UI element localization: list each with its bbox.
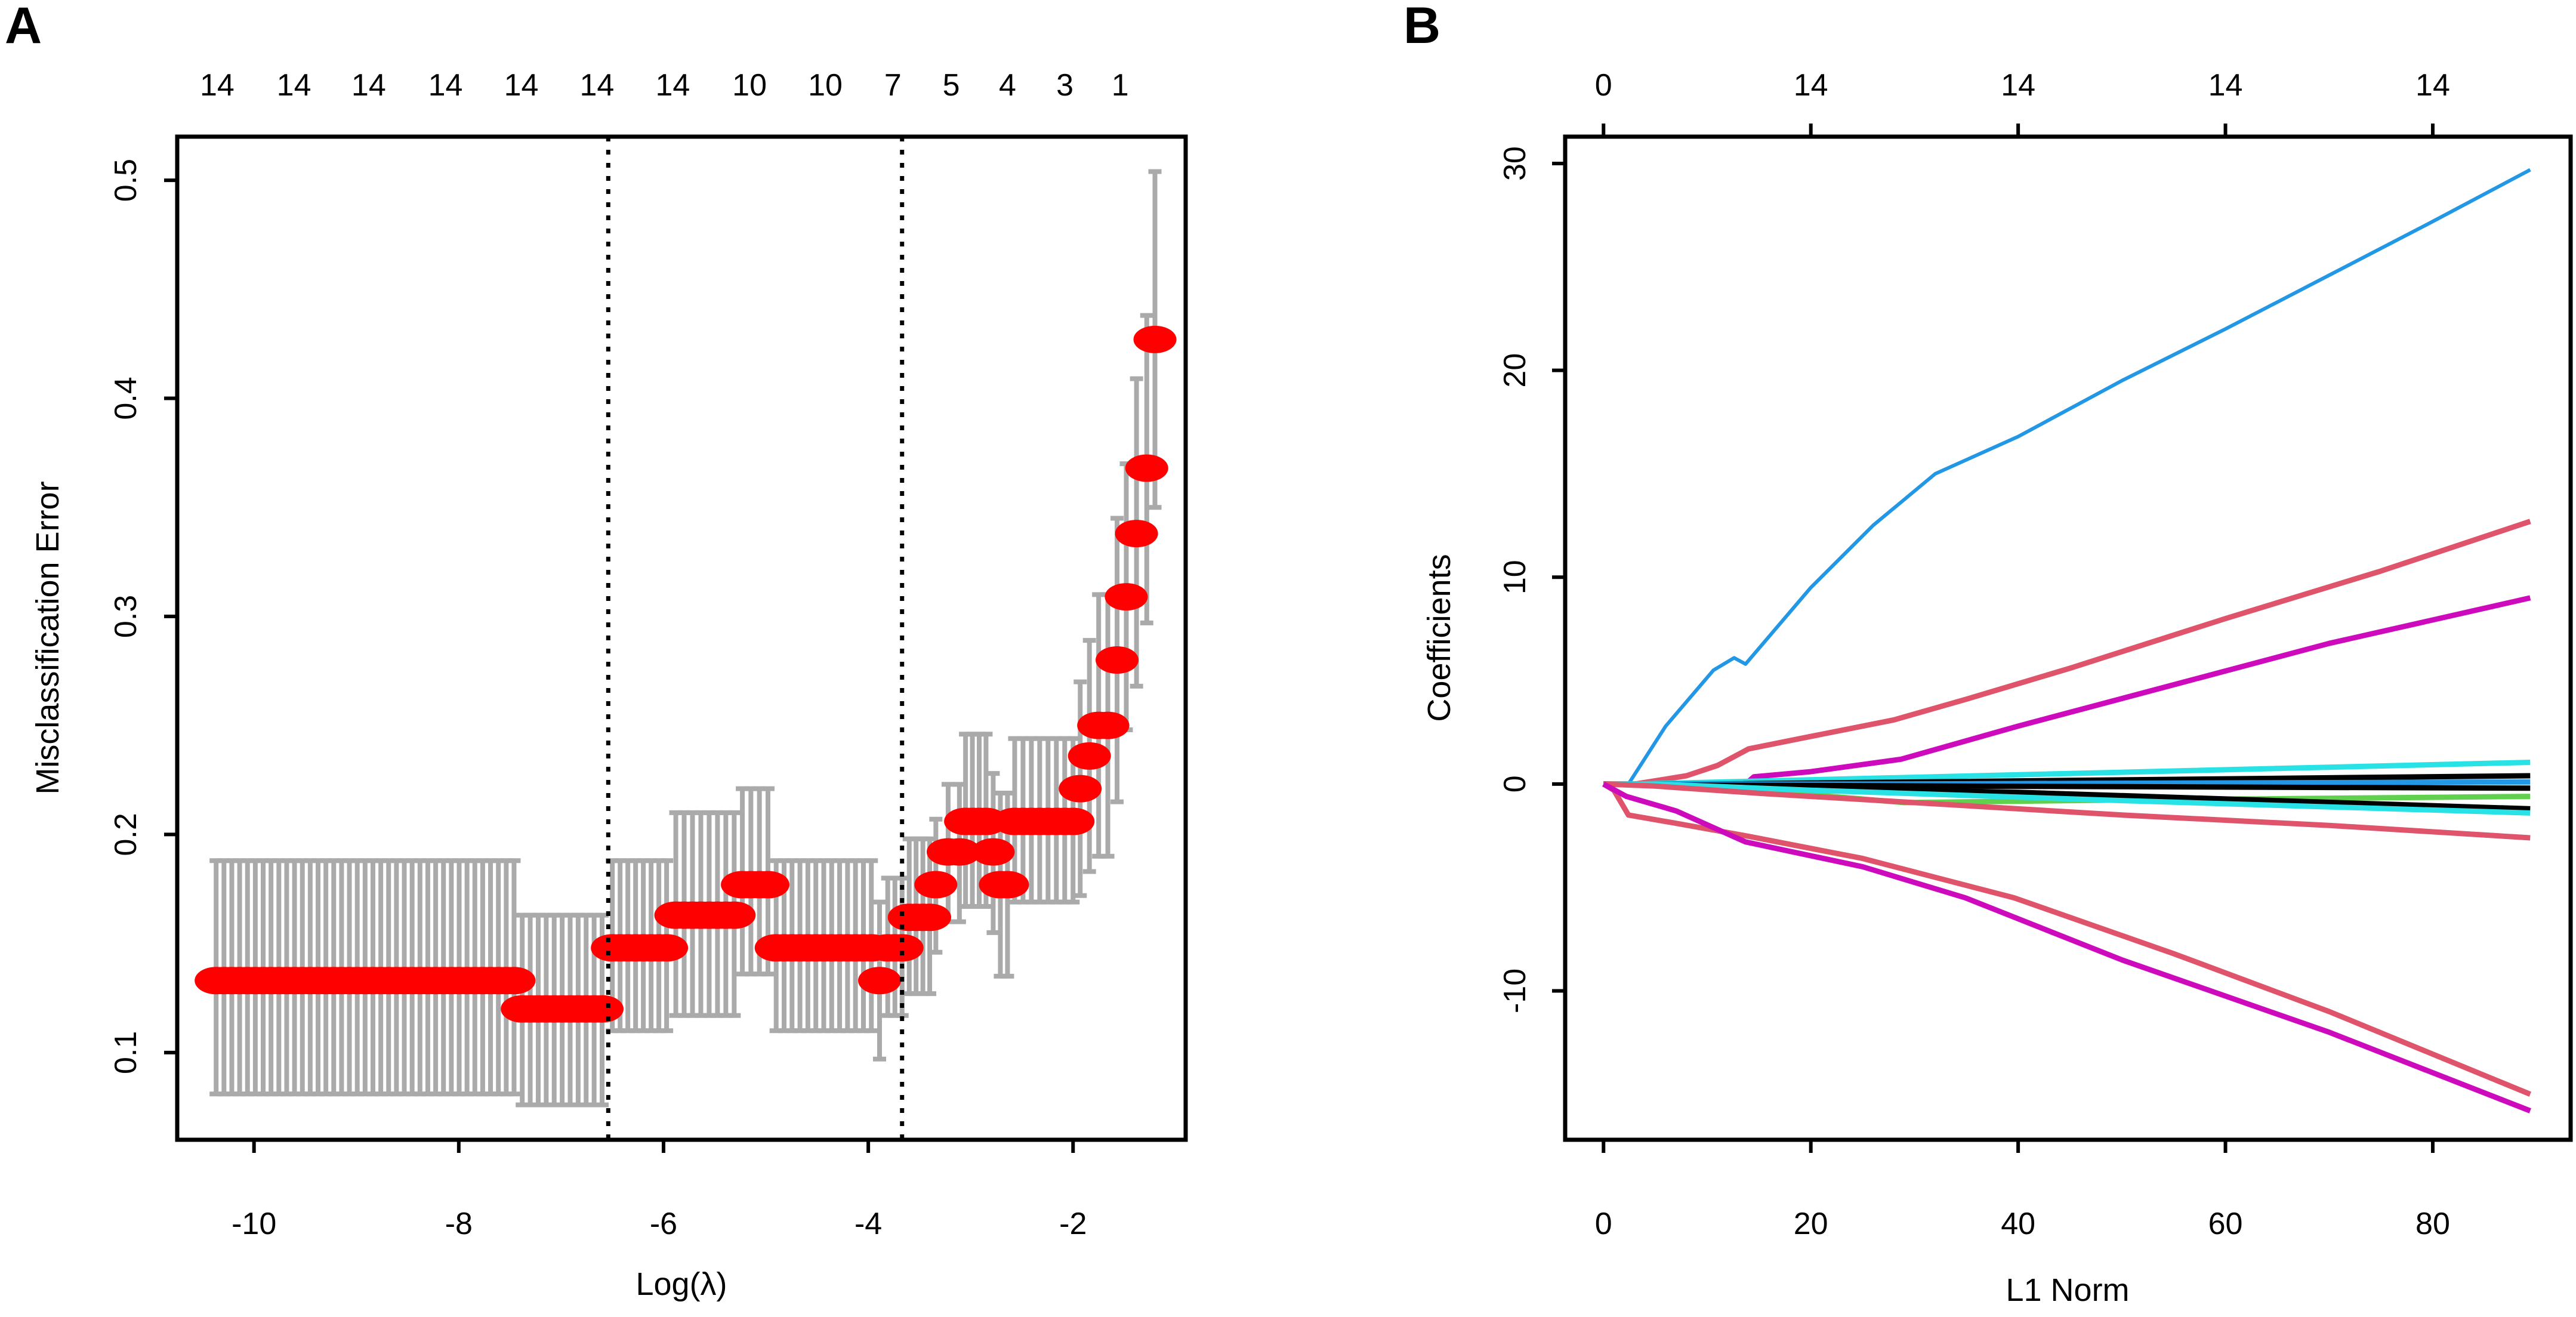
cv-point [986, 871, 1029, 899]
cv-point [1068, 742, 1111, 770]
cv-point [712, 901, 756, 929]
cv-point [1125, 454, 1168, 482]
coef-red-mid [1603, 781, 2531, 841]
panel-a-letter: A [5, 0, 42, 54]
y-tick-label: 10 [1498, 560, 1532, 594]
x-tick-label: 0 [1595, 1207, 1612, 1241]
y-tick-label: 0.1 [109, 1031, 143, 1074]
x-tick-label: 40 [2001, 1207, 2035, 1241]
y-tick-label: -10 [1498, 969, 1532, 1013]
top-axis-label: 14 [351, 68, 386, 103]
cv-point [645, 934, 689, 962]
x-tick-label: -10 [232, 1207, 276, 1241]
top-axis-label: 7 [884, 68, 902, 103]
cv-point [1133, 325, 1177, 353]
top-axis-label: 1 [1112, 68, 1129, 103]
cv-point [1096, 646, 1139, 674]
x-tick-label: 20 [1794, 1207, 1828, 1241]
coef-blue-large [1603, 168, 2531, 786]
top-axis-label: 10 [732, 68, 767, 103]
cv-point [971, 838, 1015, 866]
x-tick-label: -8 [445, 1207, 473, 1241]
y-axis-title-a: Misclassification Error [30, 481, 66, 794]
y-tick-label: 0.5 [109, 159, 143, 202]
top-axis-label: 14 [2001, 68, 2035, 103]
y-axis-title-b: Coefficients [1421, 554, 1457, 721]
cv-points [195, 325, 1177, 1023]
axes-a: -10 -8 -6 -4 -20.10.20.30.40.514 14 14 14 14 14 14… [109, 68, 1129, 1241]
top-axis-label: 14 [655, 68, 690, 103]
top-axis-label: 10 [808, 68, 843, 103]
y-tick-label: 0.2 [109, 813, 143, 856]
cv-point [914, 871, 958, 899]
top-axis-label: 5 [943, 68, 960, 103]
coefficient-paths [1602, 168, 2532, 1114]
cv-point [1059, 775, 1102, 803]
axes-b: 0 20 40 60 80 -10 0 10 20 30 0 14 14 14 14 [1498, 68, 2450, 1241]
coef-red-bottom [1602, 782, 2532, 1097]
cv-point [1051, 807, 1095, 835]
cv-point [1105, 583, 1148, 611]
top-axis-label: 0 [1595, 68, 1612, 103]
y-tick-label: 20 [1498, 353, 1532, 388]
lambda-lines [606, 137, 905, 1140]
top-axis-label: 3 [1056, 68, 1073, 103]
cv-point [880, 934, 924, 962]
x-tick-label: 80 [2415, 1207, 2450, 1241]
top-axis-label: 14 [2415, 68, 2450, 103]
cv-point [581, 995, 624, 1023]
panel-b-letter: B [1403, 0, 1440, 54]
coef-magenta-bottom [1602, 781, 2531, 1114]
cv-point [1115, 520, 1158, 548]
x-tick-label: 60 [2208, 1207, 2243, 1241]
cv-point [492, 967, 536, 995]
plot-frame-b [1563, 134, 2573, 1142]
errorbars [209, 169, 1162, 1108]
coef-red-top [1603, 519, 2531, 787]
plot-frame-a [175, 134, 1188, 1142]
top-axis-label: 14 [580, 68, 615, 103]
y-tick-label: 0.4 [109, 377, 143, 420]
cv-point [937, 838, 981, 866]
top-axis-label: 14 [1794, 68, 1828, 103]
top-axis-label: 4 [999, 68, 1016, 103]
y-tick-label: 0.3 [109, 595, 143, 638]
cv-point [908, 903, 952, 932]
cv-point [1086, 711, 1130, 739]
panel-b-coef-path: 0 20 40 60 80 -10 0 10 20 30 0 14 14 14 14 L1 Norm Coe… [1421, 68, 2573, 1308]
panel-a-cv-plot: -10 -8 -6 -4 -20.10.20.30.40.514 14 14 14 14 14 14… [30, 68, 1188, 1302]
top-axis-label: 14 [504, 68, 539, 103]
x-tick-label: -2 [1059, 1207, 1087, 1241]
x-axis-title-b: L1 Norm [2006, 1272, 2129, 1308]
cv-point [746, 871, 789, 899]
coef-magenta-top [1603, 595, 2531, 787]
top-axis-label: 14 [200, 68, 235, 103]
top-axis-label: 14 [277, 68, 311, 103]
cv-point [857, 967, 901, 995]
top-axis-label: 14 [2208, 68, 2243, 103]
x-axis-title-a: Log(λ) [635, 1266, 727, 1302]
y-tick-label: 0 [1498, 775, 1532, 792]
x-tick-label: -4 [854, 1207, 882, 1241]
top-axis-label: 14 [428, 68, 463, 103]
y-tick-label: 30 [1498, 146, 1532, 181]
x-tick-label: -6 [650, 1207, 677, 1241]
